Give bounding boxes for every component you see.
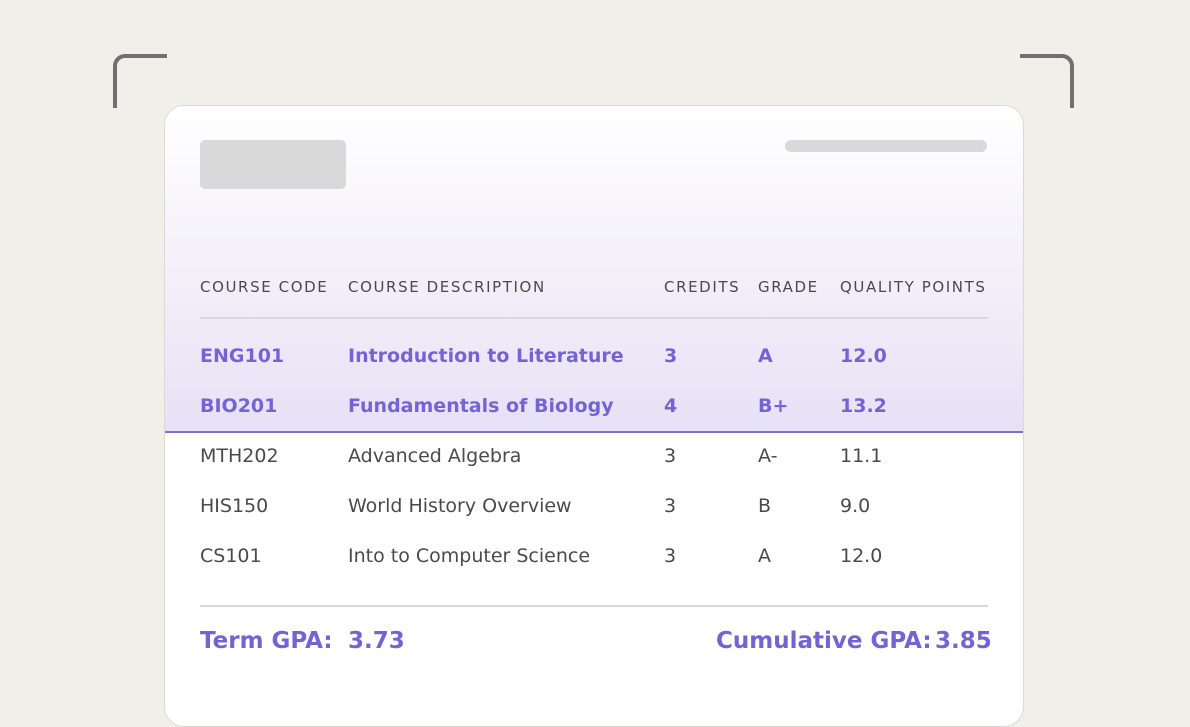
header-course-code: COURSE CODE: [200, 278, 329, 296]
table-row: MTH202 Advanced Algebra 3 A- 11.1: [165, 431, 1023, 481]
course-quality-points: 13.2: [840, 395, 887, 417]
course-description: Into to Computer Science: [348, 545, 591, 567]
course-description: Fundamentals of Biology: [348, 395, 614, 417]
frame-corner-top-right: [1020, 54, 1074, 108]
course-code: CS101: [200, 545, 262, 567]
course-quality-points: 12.0: [840, 345, 887, 367]
course-quality-points: 11.1: [840, 445, 883, 467]
course-credits: 3: [664, 445, 677, 467]
course-credits: 3: [664, 545, 677, 567]
table-row: BIO201 Fundamentals of Biology 4 B+ 13.2: [165, 381, 1023, 431]
table-row: ENG101 Introduction to Literature 3 A 12…: [165, 331, 1023, 381]
course-credits: 3: [664, 495, 677, 517]
term-gpa-label: Term GPA:: [200, 628, 333, 654]
header-divider: [200, 317, 988, 319]
header-credits: CREDITS: [664, 278, 741, 296]
header-course-description: COURSE DESCRIPTION: [348, 278, 546, 296]
course-grade: A: [758, 545, 771, 567]
header-grade: GRADE: [758, 278, 819, 296]
course-quality-points: 12.0: [840, 545, 883, 567]
table-row: CS101 Into to Computer Science 3 A 12.0: [165, 531, 1023, 581]
logo-placeholder: [200, 140, 346, 189]
course-quality-points: 9.0: [840, 495, 871, 517]
cumulative-gpa-label: Cumulative GPA:: [716, 628, 932, 654]
frame-corner-top-left: [113, 54, 167, 108]
course-credits: 4: [664, 395, 678, 417]
header-quality-points: QUALITY POINTS: [840, 278, 987, 296]
course-code: BIO201: [200, 395, 278, 417]
course-code: MTH202: [200, 445, 279, 467]
term-gpa-value: 3.73: [348, 628, 405, 654]
cumulative-gpa-value: 3.85: [935, 628, 992, 654]
course-description: Introduction to Literature: [348, 345, 624, 367]
header-text-placeholder: [785, 140, 987, 152]
course-credits: 3: [664, 345, 678, 367]
course-grade: B+: [758, 395, 789, 417]
course-code: ENG101: [200, 345, 285, 367]
table-row: HIS150 World History Overview 3 B 9.0: [165, 481, 1023, 531]
course-grade: A: [758, 345, 773, 367]
transcript-card: COURSE CODE COURSE DESCRIPTION CREDITS G…: [164, 105, 1024, 727]
course-grade: B: [758, 495, 772, 517]
course-grade: A-: [758, 445, 778, 467]
course-code: HIS150: [200, 495, 269, 517]
course-description: Advanced Algebra: [348, 445, 522, 467]
course-description: World History Overview: [348, 495, 572, 517]
summary-divider: [200, 605, 988, 607]
